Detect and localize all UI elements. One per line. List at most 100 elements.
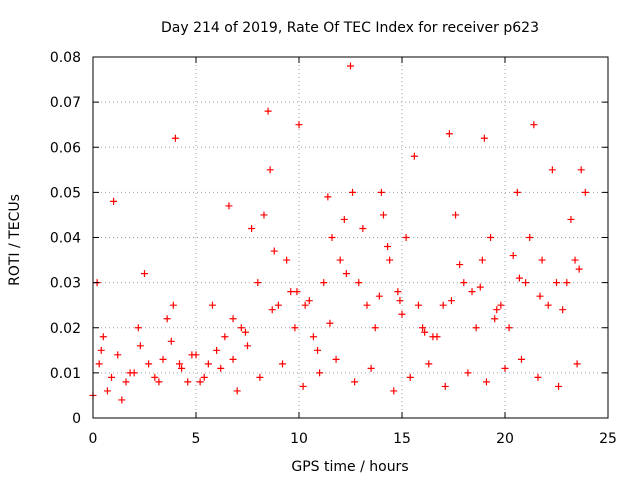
data-point [192, 351, 200, 359]
data-point [476, 283, 484, 291]
data-point [482, 378, 490, 386]
data-point [349, 188, 357, 196]
data-point [522, 279, 530, 287]
data-point [491, 315, 499, 323]
data-point [126, 369, 134, 377]
data-point [264, 107, 272, 115]
y-tick-label: 0.08 [50, 50, 81, 66]
data-point [305, 297, 313, 305]
data-point [301, 301, 309, 309]
data-point [260, 211, 268, 219]
data-point [526, 234, 534, 241]
data-point [287, 288, 295, 296]
data-point [493, 306, 501, 314]
data-point [122, 378, 130, 386]
axis-ticks: 0 0.01 0.02 0.03 0.04 0.05 0.06 0.07 0.08 0 5 10 15 2… [50, 50, 617, 447]
data-point [419, 324, 427, 332]
data-point [439, 301, 447, 309]
data-point [375, 292, 383, 300]
y-tick-label: 0.02 [50, 321, 81, 337]
data-point [145, 360, 153, 368]
data-point [538, 256, 546, 264]
data-point [283, 256, 291, 264]
data-point [184, 378, 192, 386]
data-point [204, 360, 212, 368]
data-point [141, 270, 148, 278]
data-point [309, 333, 317, 341]
data-point [433, 333, 441, 341]
data-point [394, 288, 402, 296]
data-point [274, 301, 282, 309]
data-point [108, 373, 116, 381]
data-point [402, 234, 410, 241]
y-tick-label: 0.06 [50, 140, 81, 156]
data-point [291, 324, 299, 332]
data-point [293, 288, 301, 296]
data-point [169, 301, 177, 309]
data-point [513, 188, 521, 196]
data-point [155, 378, 163, 386]
x-tick-label: 15 [393, 431, 411, 447]
data-point [229, 355, 237, 363]
data-point [501, 364, 509, 372]
data-point [553, 279, 560, 287]
data-point [151, 373, 159, 381]
data-point [178, 364, 186, 372]
data-point [472, 324, 480, 332]
y-tick-label: 0.01 [50, 366, 81, 382]
data-point [406, 373, 414, 381]
data-point [171, 134, 179, 142]
y-tick-label: 0.07 [50, 95, 81, 111]
data-point [176, 360, 184, 368]
data-point [371, 324, 379, 332]
data-point [447, 297, 455, 305]
data-point [351, 378, 359, 386]
data-point [478, 256, 486, 264]
data-point [110, 197, 118, 205]
data-point [555, 382, 563, 390]
y-axis-label: ROTI / TECUs [7, 194, 23, 286]
data-point [326, 319, 334, 327]
data-point [414, 301, 422, 309]
data-point [441, 382, 449, 390]
data-point [225, 202, 233, 210]
data-point [266, 166, 274, 174]
data-point [342, 270, 350, 278]
data-point [573, 360, 581, 368]
data-point [536, 292, 544, 300]
data-point [340, 215, 348, 223]
data-point [509, 252, 517, 260]
data-point [497, 301, 505, 309]
data-point [159, 355, 167, 363]
data-point [379, 211, 387, 219]
x-tick-label: 0 [89, 431, 98, 447]
data-point [208, 301, 216, 309]
data-point [233, 387, 241, 395]
data-point [487, 234, 495, 241]
data-point [377, 188, 385, 196]
data-point [410, 152, 418, 160]
data-point [367, 364, 375, 372]
data-point [256, 373, 264, 381]
y-tick-label: 0.03 [50, 276, 81, 292]
data-point [567, 215, 575, 223]
data-point [390, 387, 398, 395]
data-point [99, 333, 107, 341]
data-point [544, 301, 552, 309]
data-point [254, 279, 262, 287]
data-point [581, 188, 589, 196]
data-point [229, 315, 237, 323]
plot-frame [92, 56, 609, 419]
data-point [363, 301, 371, 309]
x-tick-label: 5 [192, 431, 201, 447]
data-point [505, 324, 513, 332]
data-point [347, 62, 354, 70]
data-point [279, 360, 287, 368]
data-point [328, 234, 336, 241]
data-point [421, 328, 429, 336]
data-point [221, 333, 229, 341]
data-point [398, 310, 406, 318]
data-point [517, 355, 525, 363]
x-tick-label: 20 [496, 431, 514, 447]
data-point [425, 360, 433, 368]
